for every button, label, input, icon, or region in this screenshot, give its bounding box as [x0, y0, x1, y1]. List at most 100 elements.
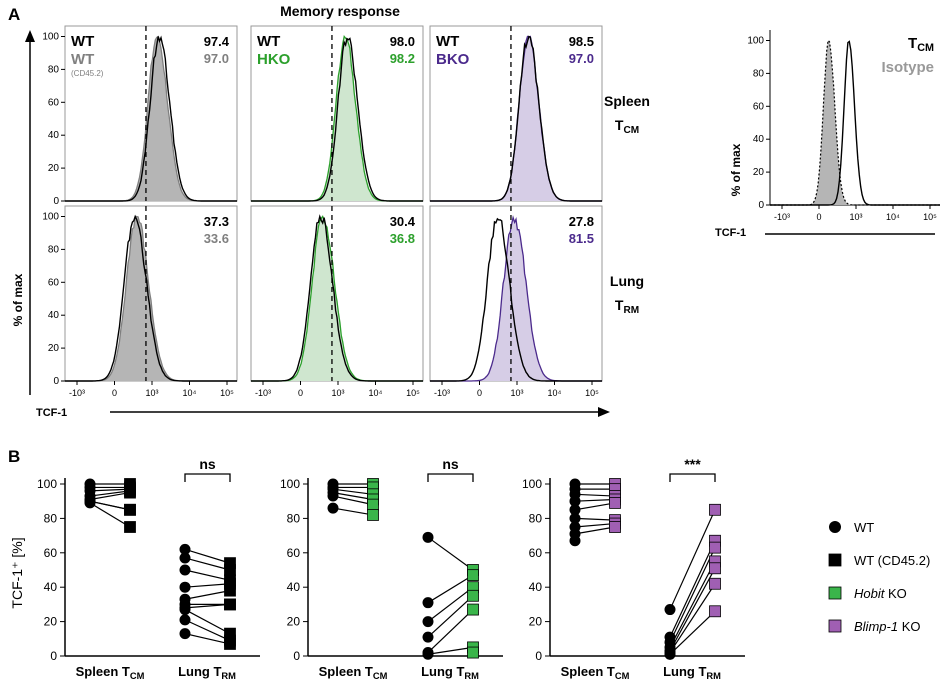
y-tick-label: 20	[48, 343, 60, 354]
y-axis-label: % of max	[11, 273, 25, 326]
y-tick-label: 80	[529, 511, 543, 525]
ko-point	[124, 521, 136, 533]
y-tick-label: 60	[287, 546, 301, 560]
ko-point	[467, 603, 479, 616]
category-label-main: Lung T	[178, 664, 221, 679]
pair-line	[89, 500, 131, 511]
y-tick-label: 20	[287, 615, 301, 629]
legend-label-suffix: KO	[884, 586, 906, 601]
ko-point	[467, 589, 479, 602]
ko-point	[709, 577, 721, 590]
y-arrow-head	[25, 30, 35, 42]
legend-label: WT (CD45.2)	[854, 553, 930, 568]
isotype-panel	[766, 30, 940, 209]
category-label-sub: RM	[706, 671, 721, 681]
ko-point	[467, 569, 479, 582]
pair-line	[669, 567, 716, 652]
histogram-ref-curve	[430, 217, 602, 382]
percent-compare: 36.8	[390, 231, 415, 246]
scatter-panel	[60, 473, 260, 657]
significance-bracket	[427, 473, 474, 482]
legend-label-main: WT	[854, 520, 874, 535]
y-tick-label: 0	[535, 649, 542, 663]
x-tick-label: 10⁴	[548, 388, 562, 398]
percent-ref: 27.8	[569, 214, 594, 229]
pair-line	[332, 507, 374, 516]
y-tick-label: 100	[522, 477, 542, 491]
legend-compare: HKO	[257, 51, 291, 68]
row-label: Lung	[610, 273, 644, 289]
percent-ref: 98.5	[569, 34, 594, 49]
pair-line	[669, 583, 716, 653]
y-tick-label: 20	[44, 615, 58, 629]
wt-point	[422, 616, 434, 628]
significance-bracket	[669, 473, 716, 482]
wt-point	[327, 502, 339, 514]
ko-point	[224, 584, 236, 597]
category-label-main: Spleen T	[76, 664, 130, 679]
legend-label-main: Hobit	[854, 586, 886, 601]
x-tick-label: 10³	[510, 388, 523, 398]
x-tick-label: -10³	[255, 388, 271, 398]
y-tick-label: 60	[529, 546, 543, 560]
y-tick-label: 40	[529, 580, 543, 594]
pair-line	[427, 586, 474, 623]
y-tick-label: 40	[753, 134, 765, 145]
wt-point	[422, 597, 434, 609]
pair-line	[89, 488, 131, 492]
pair-line	[184, 603, 231, 609]
x-tick-label: 10³	[145, 388, 158, 398]
pair-line	[427, 536, 474, 571]
x-tick-label: -10³	[774, 212, 790, 222]
y-tick-label: 60	[48, 277, 60, 288]
category-label-main: Spleen T	[561, 664, 615, 679]
pair-line	[574, 526, 616, 535]
pair-line	[184, 548, 231, 564]
pair-line	[89, 492, 131, 501]
x-tick-label: 10⁵	[923, 212, 937, 222]
category-label-main: Lung T	[663, 664, 706, 679]
category-label-sub: CM	[373, 671, 388, 681]
legend-label-main: Blimp-1	[854, 619, 898, 634]
histogram-ref-curve	[430, 35, 602, 202]
x-tick-label: 0	[477, 388, 482, 398]
isotype-legend: Isotype	[881, 59, 934, 76]
percent-ref: 97.4	[204, 34, 230, 49]
y-tick-label: 40	[48, 310, 60, 321]
wt-point	[422, 648, 434, 660]
percent-compare: 33.6	[204, 231, 229, 246]
wt-point	[664, 648, 676, 660]
histogram-panel	[250, 25, 424, 202]
wt-point	[179, 552, 191, 564]
pair-line	[427, 609, 474, 653]
y-tick-label: 0	[53, 196, 59, 207]
histogram-panel	[61, 25, 238, 202]
ko-point	[709, 541, 721, 554]
pair-line	[669, 547, 716, 643]
legend-compare: BKO	[436, 51, 470, 68]
pair-line	[427, 646, 474, 655]
row-sublabel-main: T	[615, 297, 624, 313]
isotype-title: TCM	[908, 35, 934, 54]
ko-point	[709, 605, 721, 618]
row-sublabel: TRM	[615, 297, 639, 316]
wt-point	[664, 604, 676, 616]
pair-line	[89, 502, 131, 528]
y-tick-label: 100	[42, 212, 59, 223]
ko-point	[224, 564, 236, 576]
y-tick-label: 0	[53, 376, 59, 387]
wt-point	[179, 564, 191, 576]
pair-line	[669, 610, 716, 655]
ko-point	[224, 598, 236, 611]
wt-point	[569, 504, 581, 516]
y-tick-label: 0	[293, 649, 300, 663]
y-tick-label: 80	[48, 244, 60, 255]
ko-point	[609, 521, 621, 533]
ko-point	[609, 497, 621, 509]
ko-point	[124, 503, 136, 516]
x-tick-label: 10³	[331, 388, 344, 398]
y-tick-label: 40	[44, 580, 58, 594]
pair-line	[574, 522, 616, 528]
y-tick-label: 80	[753, 68, 765, 79]
ko-point	[709, 503, 721, 516]
